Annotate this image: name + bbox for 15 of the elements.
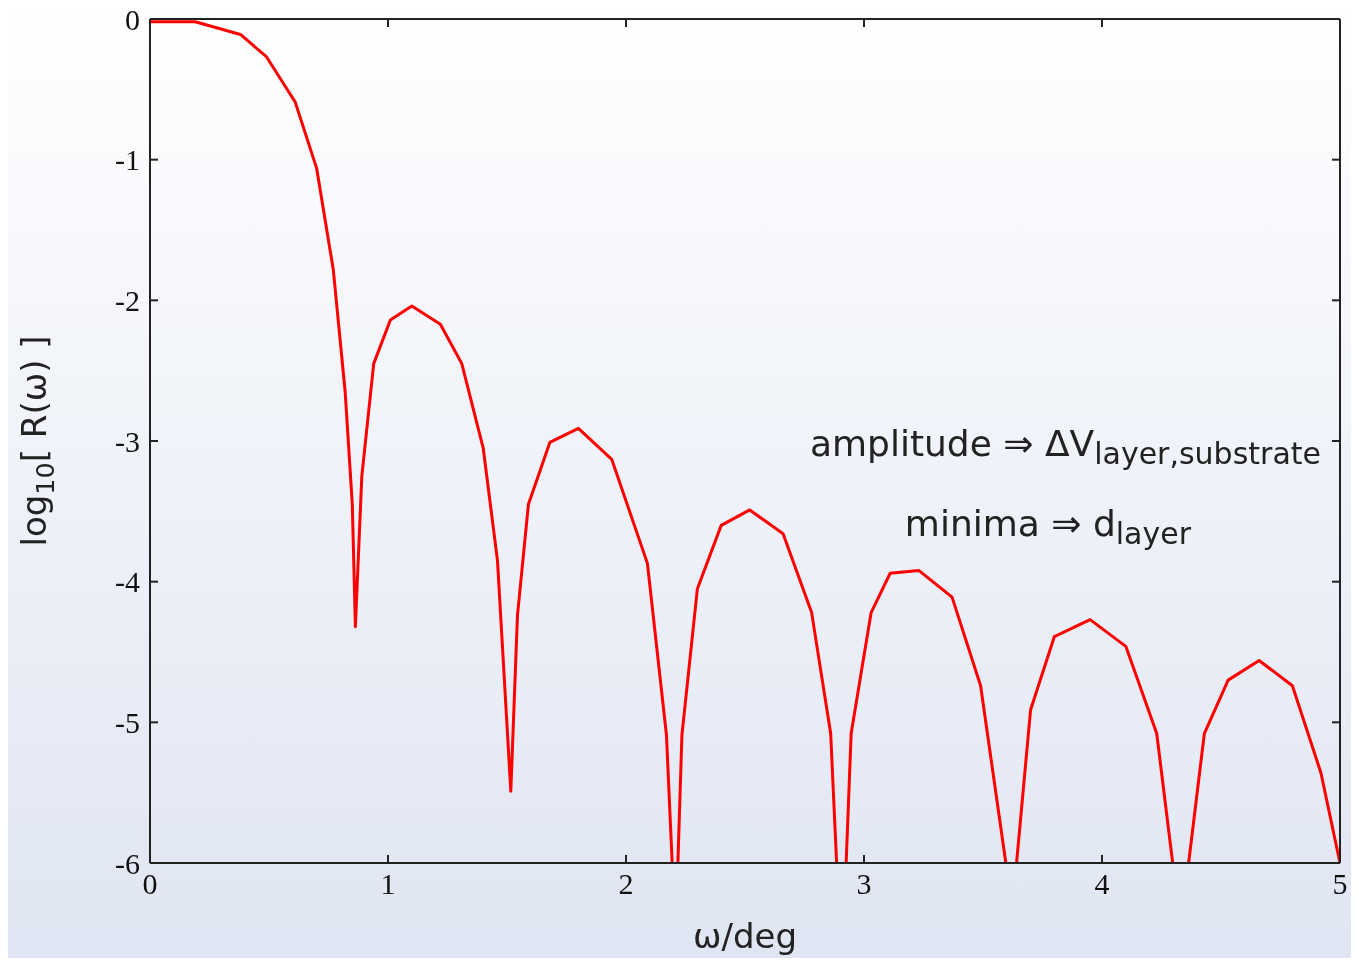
y-tick-label: -2 bbox=[115, 283, 140, 317]
y-tick-label: -3 bbox=[115, 424, 140, 458]
x-tick-label: 4 bbox=[1094, 867, 1110, 901]
x-tick-label: 1 bbox=[380, 867, 396, 901]
x-tick-label: 3 bbox=[856, 867, 872, 901]
x-axis-title: ω/deg bbox=[692, 916, 798, 956]
y-tick-label: -6 bbox=[115, 846, 140, 880]
y-tick-label: -1 bbox=[115, 143, 140, 177]
y-tick-label: -5 bbox=[115, 705, 140, 739]
annotation: minima ⇒ d$_{layer}$ bbox=[904, 503, 1191, 552]
y-tick-label: 0 bbox=[125, 2, 140, 36]
x-tick-label: 5 bbox=[1332, 867, 1348, 901]
annotation: amplitude ⇒ ΔV$_{layer,substrate}$ bbox=[809, 423, 1321, 472]
y-tick-label: -4 bbox=[115, 565, 140, 599]
x-tick-label: 2 bbox=[618, 867, 634, 901]
